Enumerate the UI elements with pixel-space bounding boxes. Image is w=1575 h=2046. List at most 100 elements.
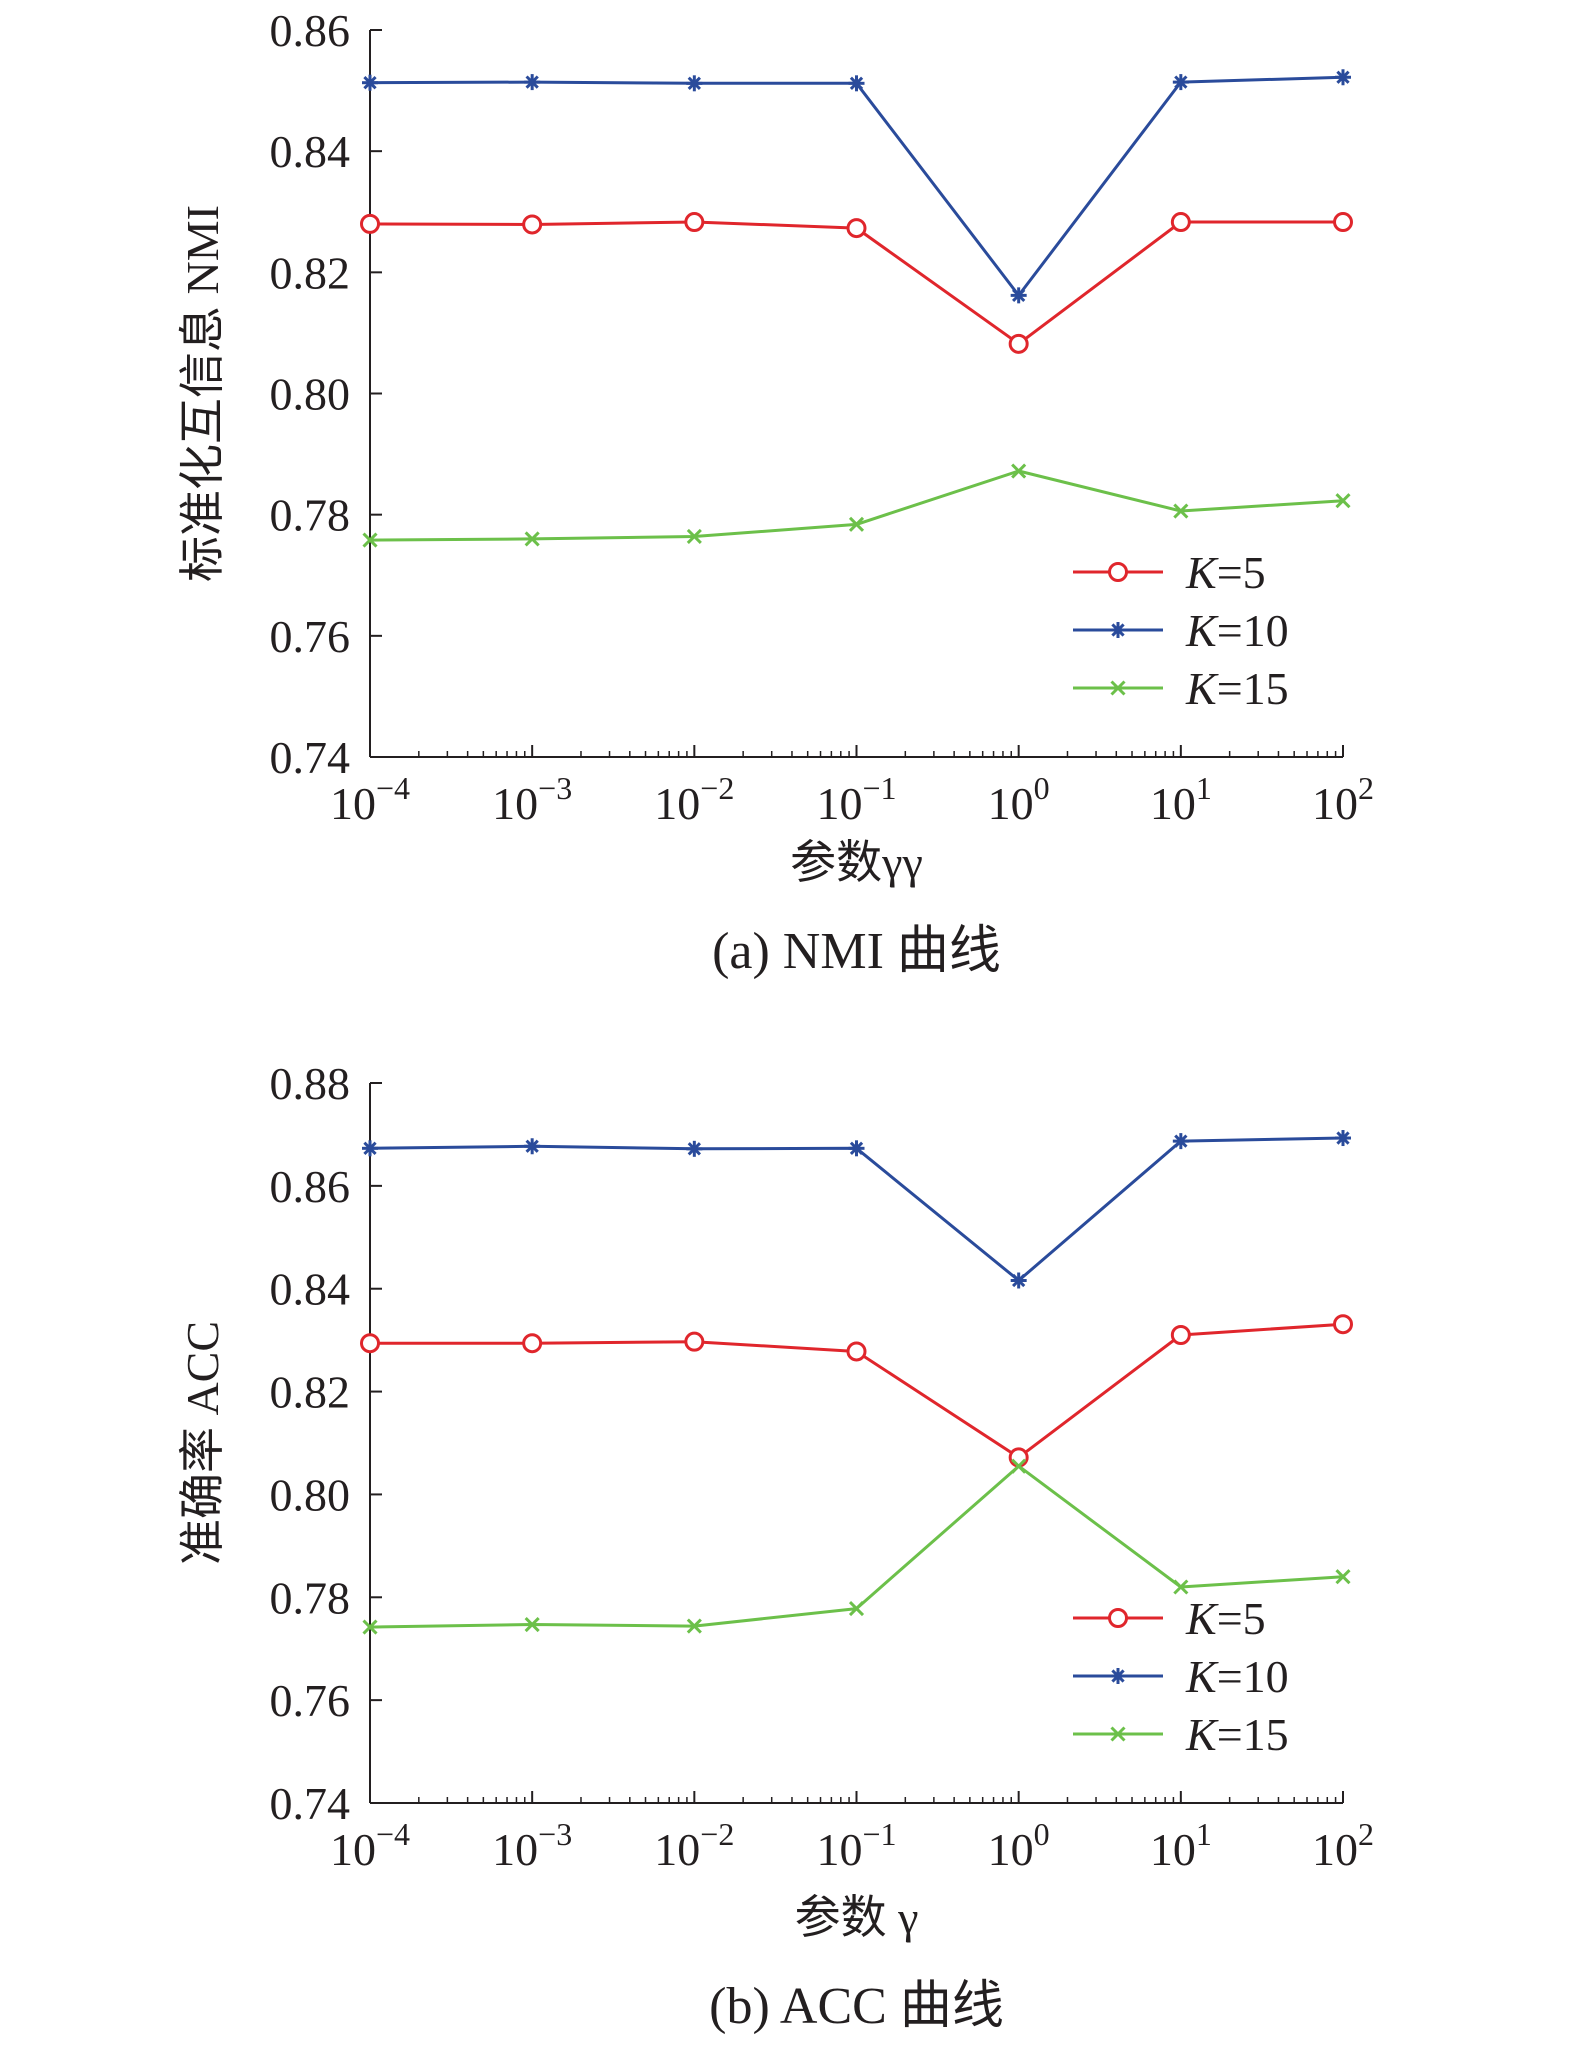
data-point-k5: [684, 1331, 705, 1352]
data-point-k10: [362, 74, 378, 91]
y-tick-label: 0.74: [270, 732, 351, 783]
x-tick-label: 100: [988, 770, 1050, 829]
y-tick-label: 0.78: [270, 1572, 351, 1623]
y-tick-label: 0.80: [270, 1469, 351, 1520]
y-tick-label: 0.76: [270, 1675, 351, 1726]
data-point-k5: [1008, 333, 1029, 354]
legend: K=5 K=10 K=15: [1073, 1593, 1289, 1760]
data-point-k5: [1008, 1447, 1029, 1468]
data-point-k5: [846, 218, 867, 239]
data-point-k10: [848, 75, 865, 92]
data-point-k5: [684, 212, 705, 233]
data-point-k15: [362, 532, 378, 548]
data-point-k10: [362, 1140, 378, 1157]
legend-label: K=10: [1185, 1651, 1289, 1702]
chart-caption: (a) NMI 曲线: [712, 923, 1001, 980]
legend-label: K=15: [1185, 663, 1289, 714]
data-point-k10: [848, 1140, 865, 1157]
data-point-k5: [1170, 212, 1191, 233]
x-tick-label: 10−3: [492, 1816, 572, 1875]
data-point-k15: [1011, 1458, 1027, 1474]
legend-item: K=5: [1073, 547, 1266, 598]
legend-marker: [1108, 562, 1128, 582]
y-tick-label: 0.74: [270, 1778, 351, 1829]
x-tick-label: 10−3: [492, 770, 572, 829]
y-tick-label: 0.86: [270, 5, 351, 56]
data-point-k15: [362, 1619, 378, 1635]
x-tick-label: 10−4: [330, 770, 410, 829]
data-point-k5: [522, 1333, 543, 1354]
legend-item: K=10: [1073, 605, 1289, 656]
data-point-k5: [1170, 1325, 1191, 1345]
data-point-k10: [1172, 1133, 1189, 1150]
x-tick-label: 101: [1150, 770, 1212, 829]
data-point-k5: [1333, 212, 1353, 233]
y-tick-label: 0.78: [270, 490, 351, 541]
data-point-k15: [848, 1601, 865, 1617]
data-point-k15: [1011, 463, 1027, 479]
data-point-k10: [1335, 1130, 1351, 1147]
legend-item: K=15: [1073, 1709, 1289, 1760]
data-point-k15: [1173, 503, 1189, 519]
data-point-k15: [686, 528, 702, 545]
data-point-k15: [524, 531, 540, 547]
data-point-k15: [1335, 493, 1351, 509]
legend-item: K=15: [1073, 663, 1289, 714]
data-point-k10: [1172, 74, 1189, 91]
data-point-k15: [1335, 1569, 1351, 1585]
x-tick-label: 10−2: [654, 1816, 734, 1875]
series-line-k5: [369, 220, 1343, 346]
series-line-k10: [369, 1136, 1344, 1282]
legend-label: K=5: [1185, 1593, 1266, 1644]
data-point-k15: [524, 1616, 540, 1633]
x-axis-title: 参数γγ: [790, 837, 923, 888]
series-line-k15: [369, 469, 1344, 542]
y-tick-label: 0.86: [270, 1161, 351, 1212]
data-point-k10: [1010, 287, 1027, 304]
chart-caption: (b) ACC 曲线: [709, 1978, 1004, 2035]
legend-marker: [1110, 1726, 1126, 1742]
y-tick-label: 0.82: [270, 1367, 351, 1418]
data-point-k10: [524, 74, 541, 91]
y-axis-title: 准确率 ACC: [177, 1321, 228, 1565]
x-tick-label: 10−1: [816, 770, 896, 829]
x-tick-label: 10−4: [330, 1816, 410, 1875]
legend-marker: [1108, 1608, 1128, 1628]
x-axis-title: 参数 γ: [795, 1892, 919, 1943]
x-tick-label: 100: [988, 1816, 1050, 1875]
legend-marker: [1110, 680, 1126, 696]
data-point-k10: [524, 1138, 541, 1155]
legend-label: K=15: [1185, 1709, 1289, 1760]
data-point-k10: [686, 75, 703, 92]
legend-marker: [1110, 622, 1126, 638]
chart-nmi: 0.74 0.76 0.78 0.80 0.82 0.84 0.86 10−4 10−3 10−2…: [177, 5, 1374, 980]
y-tick-label: 0.82: [270, 247, 351, 298]
y-tick-label: 0.76: [270, 611, 351, 662]
x-tick-label: 101: [1150, 1816, 1212, 1875]
data-point-k10: [1335, 69, 1351, 86]
data-point-k5: [846, 1341, 867, 1362]
data-point-k15: [686, 1618, 702, 1634]
x-tick-label: 102: [1312, 770, 1374, 829]
chart-acc: 0.74 0.76 0.78 0.80 0.82 0.84 0.86 0.88 10−4 10−3…: [177, 1058, 1374, 2035]
y-tick-label: 0.84: [270, 1264, 351, 1315]
data-point-k5: [360, 213, 380, 234]
y-tick-label: 0.88: [270, 1058, 351, 1109]
y-tick-label: 0.80: [270, 369, 351, 420]
legend-label: K=5: [1185, 547, 1266, 598]
data-point-k10: [1010, 1272, 1027, 1289]
x-tick-label: 10−2: [654, 770, 734, 829]
legend-item: K=10: [1073, 1651, 1289, 1702]
data-point-k5: [360, 1333, 380, 1354]
y-tick-label: 0.84: [270, 126, 351, 177]
x-tick-label: 10−1: [816, 1816, 896, 1875]
legend-label: K=10: [1185, 605, 1289, 656]
legend-item: K=5: [1073, 1593, 1266, 1644]
legend: K=5 K=10 K=15: [1073, 547, 1289, 714]
legend-marker: [1110, 1668, 1126, 1684]
data-point-k15: [848, 516, 865, 532]
x-tick-label: 102: [1312, 1816, 1374, 1875]
data-point-k5: [522, 214, 543, 235]
y-axis-title: 标准化互信息 NMI: [177, 205, 228, 582]
